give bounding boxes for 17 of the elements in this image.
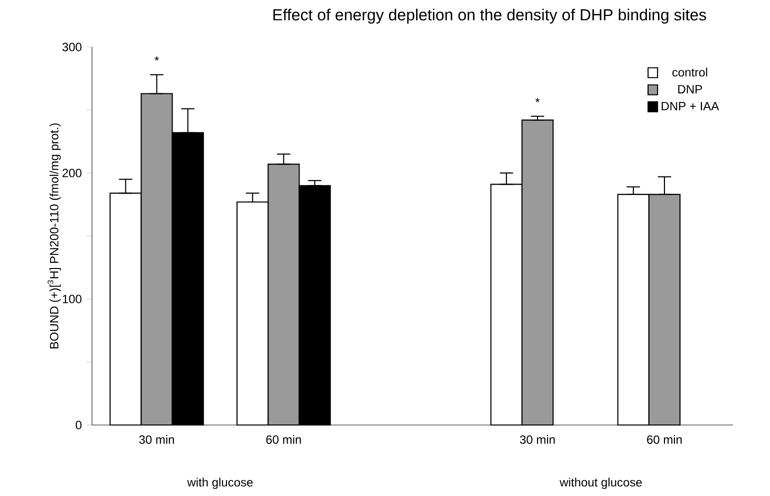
y-tick-label: 100 (62, 294, 82, 304)
legend-label: DNP (678, 85, 702, 94)
y-tick-label: 0 (76, 420, 82, 430)
text: without glucose (560, 478, 642, 489)
data-label: * (154, 56, 159, 61)
x-tick-label: 30 min (520, 435, 555, 444)
legend-label: control (672, 68, 708, 77)
chart-title: Effect of energy depletion on the density of DHP binding sites (273, 8, 706, 24)
y-tick-label: 200 (62, 168, 82, 178)
y-axis-title: BOUND (+)[$^{3}$H] PN200-110 (fmol/mg prot.) (48, 123, 61, 348)
data-label: * (535, 98, 540, 102)
x-tick-label: 60 min (647, 435, 682, 444)
x-tick-label: 60 min (266, 435, 301, 444)
text: with glucose (187, 478, 253, 489)
legend-label: DNP + IAA (662, 102, 720, 110)
x-tick-label: 30 min (139, 435, 174, 444)
y-tick-label: 300 (62, 42, 82, 52)
